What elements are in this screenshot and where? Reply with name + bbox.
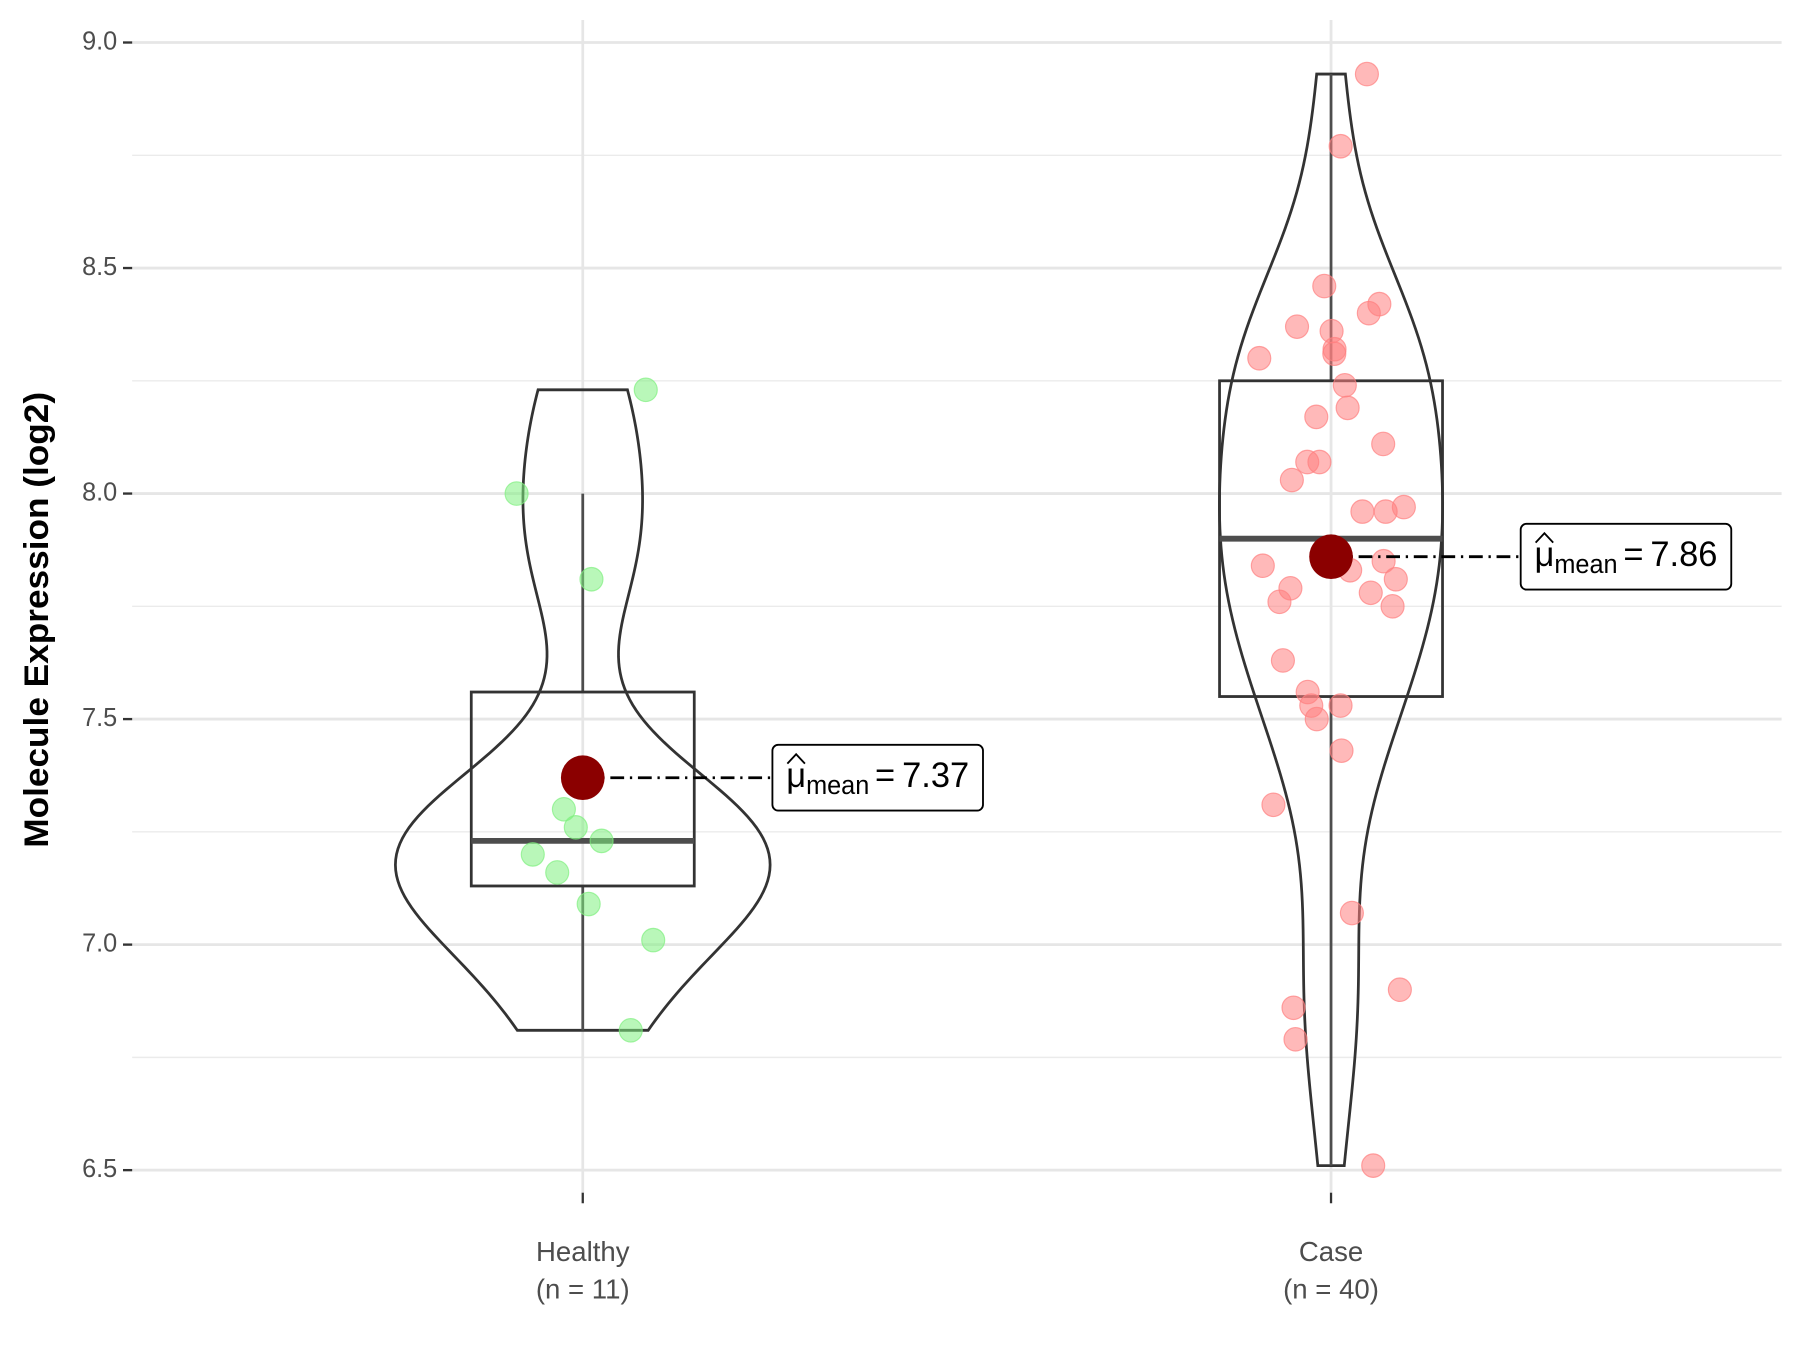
box [469,690,696,888]
data-point [618,1017,643,1043]
data-point [1339,900,1364,926]
data-point [1383,566,1408,592]
data-point [1307,449,1332,475]
data-point [1284,314,1310,339]
mean-symbol: μ [1534,535,1554,574]
data-point [1247,345,1272,371]
data-point [1358,580,1383,606]
data-point [545,860,570,885]
data-point [1350,499,1375,524]
x-tick-label: Healthy [536,1236,630,1267]
data-point [589,828,614,854]
mean-relation: = [875,756,895,795]
mean-relation: = [1623,535,1643,574]
violin [394,388,772,1032]
mean-point [1309,534,1353,580]
mean-label: μmean = 7.86 [1519,522,1733,591]
data-point [1380,594,1405,619]
y-tick-label: 7.0 [82,929,117,957]
data-point [1312,273,1337,299]
y-axis-title: Molecule Expression (log2) [18,392,57,848]
x-tick-count: (n = 11) [536,1273,630,1304]
data-point [1281,995,1306,1021]
data-point [641,927,666,953]
data-point [551,796,576,822]
data-point [563,815,588,840]
data-point [1250,553,1275,579]
data-point [1328,693,1353,718]
mean-point [560,755,605,801]
data-point [1267,589,1292,615]
data-point [1356,300,1381,326]
data-point [1322,341,1347,367]
data-point [1304,706,1329,732]
data-point [576,891,601,917]
data-point [1304,404,1329,430]
x-tick-label: Case [1299,1236,1363,1267]
y-tick-label: 8.0 [82,478,117,506]
mean-value: 7.37 [902,756,969,795]
data-point [520,842,545,867]
mean-symbol: μ [786,756,806,795]
data-point [1329,738,1354,763]
data-point [1361,1153,1386,1178]
data-point [1373,499,1398,524]
y-tick-label: 7.5 [82,704,117,732]
y-tick-label: 8.5 [82,253,117,281]
mean-label-box [1519,522,1733,591]
data-point [1279,467,1304,493]
data-point [504,481,529,506]
violin [1218,72,1445,1168]
data-point [579,566,604,592]
mean-hat [786,752,806,765]
data-point [1387,977,1412,1003]
mean-hat [1534,531,1554,544]
data-point [1335,395,1360,421]
mean-value: 7.86 [1650,535,1717,574]
data-point [1283,1027,1308,1052]
data-point [1332,372,1357,398]
data-point [1371,431,1396,457]
y-tick-label: 6.5 [82,1155,117,1183]
y-tick-label: 9.0 [82,27,117,55]
data-point [1261,792,1286,818]
data-point [1354,61,1379,87]
mean-subscript: mean [1554,551,1617,579]
data-point [1328,133,1353,159]
data-point [633,377,658,403]
mean-label-text: μmean = 7.86 [1534,535,1717,579]
mean-label: μmean = 7.37 [771,743,984,812]
mean-label-text: μmean = 7.37 [786,756,969,800]
data-point [1270,648,1295,673]
x-tick-count: (n = 40) [1283,1273,1379,1304]
mean-label-box [771,743,984,812]
mean-subscript: mean [806,772,869,800]
